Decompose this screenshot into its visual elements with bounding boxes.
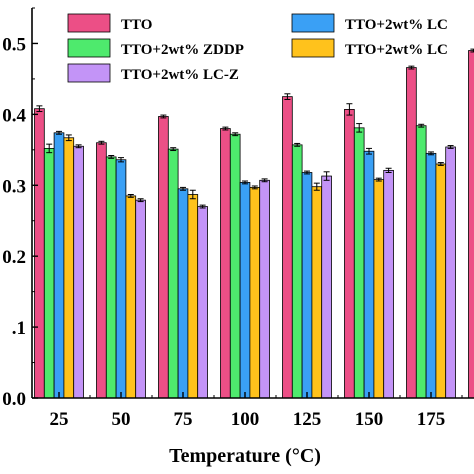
bar — [311, 186, 323, 399]
legend-label: TTO+2wt% ZDDP — [121, 42, 244, 58]
legend-swatch — [67, 13, 111, 33]
x-tick-label: 25 — [50, 409, 69, 430]
bar — [468, 50, 474, 399]
bar — [249, 186, 261, 399]
x-tick-label: 175 — [417, 409, 446, 430]
bar — [187, 194, 199, 399]
legend-swatch — [291, 13, 335, 33]
y-tick-label: 0.4 — [2, 105, 26, 126]
x-tick-label: 125 — [293, 409, 322, 430]
x-tick-label: 75 — [174, 409, 193, 430]
legend-swatch — [67, 38, 111, 58]
bar — [43, 147, 55, 399]
x-tick-label: 50 — [112, 409, 131, 430]
bar — [373, 179, 385, 399]
bar — [353, 127, 365, 399]
bar — [197, 206, 208, 399]
legend-swatch — [291, 38, 335, 58]
bar — [220, 128, 231, 399]
bar — [239, 182, 251, 399]
bar — [406, 67, 417, 399]
bar — [105, 156, 117, 399]
bar — [445, 146, 456, 399]
bar — [383, 169, 394, 399]
y-tick-label: 0.0 — [2, 389, 26, 410]
bar — [282, 96, 293, 399]
bar — [321, 175, 332, 399]
bar — [73, 145, 84, 399]
x-axis-label: Temperature (°C) — [169, 445, 321, 467]
legend-label: TTO+2wt% LC-Z — [121, 67, 239, 83]
bar — [229, 133, 241, 399]
bar — [135, 199, 146, 399]
bar — [167, 148, 179, 399]
legend-label: TTO+2wt% LC — [345, 42, 448, 58]
y-tick-label: 0.3 — [2, 176, 26, 197]
legend: TTO TTO+2wt% ZDDP TTO+2wt% LC TTO+2wt% LC TT… — [67, 13, 448, 83]
bar — [415, 125, 427, 399]
plot-area — [34, 48, 474, 399]
legend-swatch — [67, 63, 111, 83]
bar — [259, 179, 270, 399]
bar — [435, 163, 447, 399]
bar — [344, 109, 355, 399]
legend-label: TTO+2wt% LC — [345, 17, 448, 33]
x-tick-label: 100 — [231, 409, 260, 430]
y-tick-label: .1 — [12, 318, 26, 339]
bar — [63, 137, 75, 399]
bar — [301, 172, 313, 399]
bar — [53, 132, 65, 399]
legend-label: TTO — [121, 17, 152, 33]
bar — [177, 188, 189, 399]
bar — [425, 152, 437, 399]
bar — [96, 142, 107, 399]
bar — [125, 195, 137, 399]
x-tick-label: 150 — [355, 409, 384, 430]
bar — [291, 144, 303, 399]
y-tick-label: 0.2 — [2, 247, 26, 268]
bar — [34, 108, 45, 399]
bar — [363, 150, 375, 399]
bar — [158, 116, 169, 399]
y-tick-label: 0.5 — [2, 34, 26, 55]
axes: 0.0.10.20.30.40.52550751001251501752 — [2, 7, 474, 430]
bar — [115, 159, 127, 399]
